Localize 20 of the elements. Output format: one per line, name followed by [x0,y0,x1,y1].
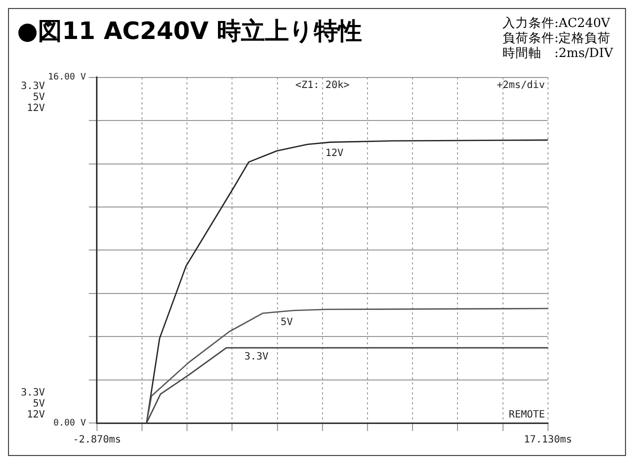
text: 12V [26,102,45,114]
text: 5V [32,92,45,103]
annotation: <Z1: 20k> [295,80,350,91]
text: 入力条件:AC240V [502,15,612,30]
text: 5V [32,398,45,410]
series-label: 3.3V [244,351,268,362]
text: 3.3V [20,80,45,92]
text: 負荷条件:定格負荷 [502,30,612,45]
series-label: 12V [325,148,344,159]
chart-title: ●図11 AC240V 時立上り特性 [17,16,362,47]
series-label: 5V [280,316,293,328]
text: 3.3V [20,388,45,399]
x-tick-label: -2.870ms [72,434,122,446]
y-tick-label: 0.00 V [53,418,87,428]
annotation: +2ms/div [496,80,545,91]
annotation: REMOTE [508,410,545,421]
text: 時間軸 :2ms/DIV [502,45,613,60]
text: 12V [26,410,45,421]
x-tick-label: 17.130ms [524,434,572,446]
y-tick-label: 16.00 V [48,72,86,83]
